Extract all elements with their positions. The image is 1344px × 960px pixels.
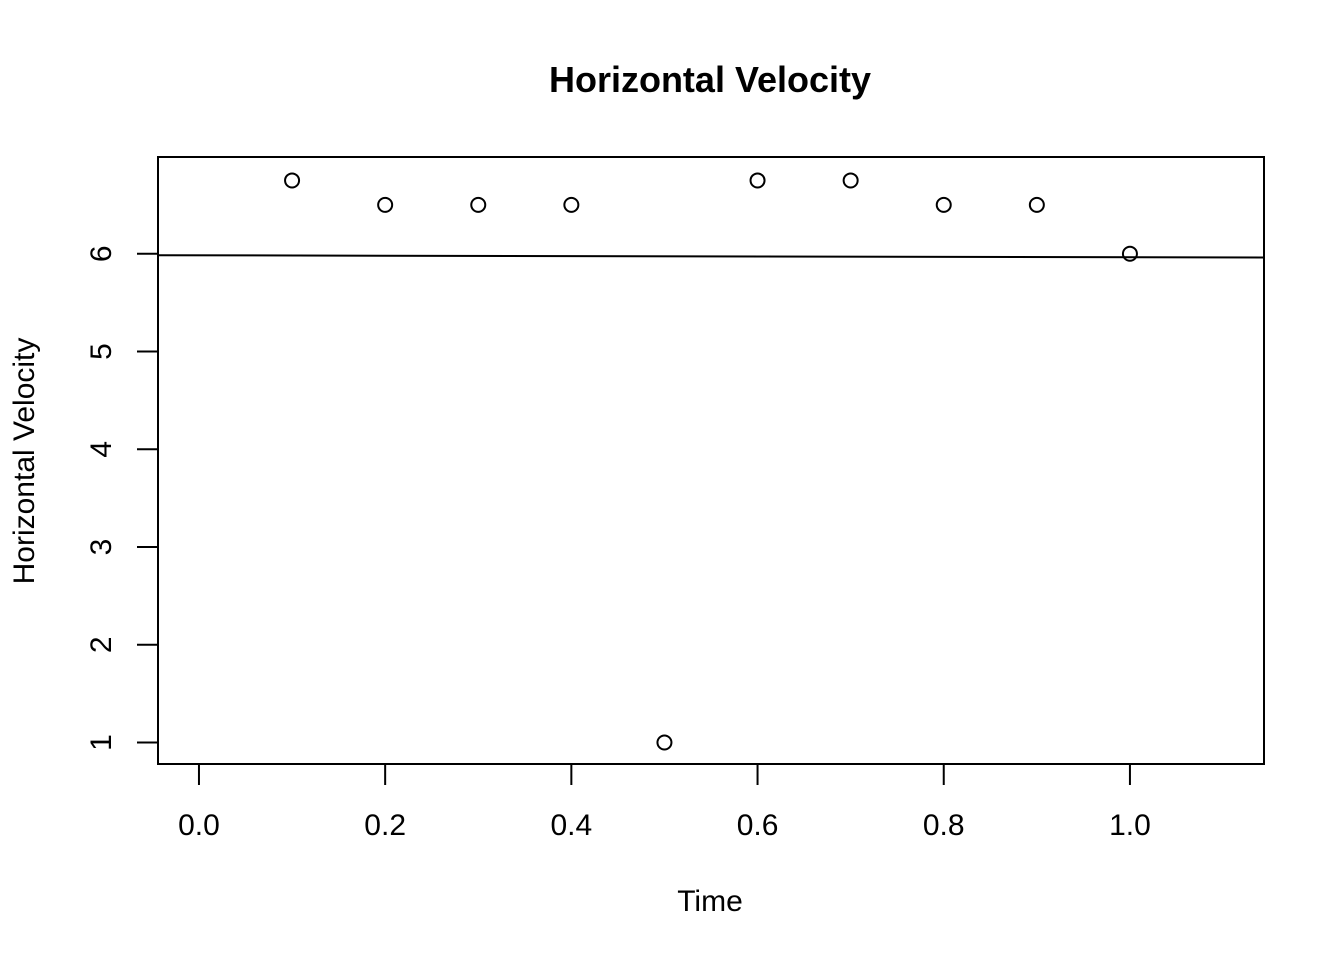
data-point [656,734,673,751]
x-tick-label: 0.4 [550,809,592,842]
y-axis-label: Horizontal Velocity [8,338,41,585]
x-tick-label: 0.0 [178,809,220,842]
x-axis: 0.0 0.2 0.4 0.6 0.8 1.0 [178,763,1151,842]
plot-frame [157,156,1265,765]
data-point [749,172,766,189]
y-tick-label: 5 [85,343,118,360]
data-point [1028,196,1045,213]
data-point [377,196,394,213]
x-tick-label: 0.6 [737,809,779,842]
x-axis-label: Time [677,885,743,918]
data-point [842,172,859,189]
points-layer [284,172,1138,751]
data-point [284,172,301,189]
y-tick-label: 1 [85,734,118,751]
data-point [563,196,580,213]
data-point [935,196,952,213]
y-axis: 1 2 3 4 5 6 [85,245,159,751]
chart-title: Horizontal Velocity [549,59,871,100]
fit-line [157,254,1265,259]
y-tick-label: 3 [85,539,118,556]
x-tick-label: 0.2 [364,809,406,842]
y-tick-label: 4 [85,441,118,458]
y-tick-label: 2 [85,636,118,653]
fit-line-layer [157,254,1265,259]
data-point [470,196,487,213]
y-tick-label: 6 [85,245,118,262]
x-tick-label: 0.8 [923,809,965,842]
data-point [1121,245,1138,262]
x-tick-label: 1.0 [1109,809,1151,842]
